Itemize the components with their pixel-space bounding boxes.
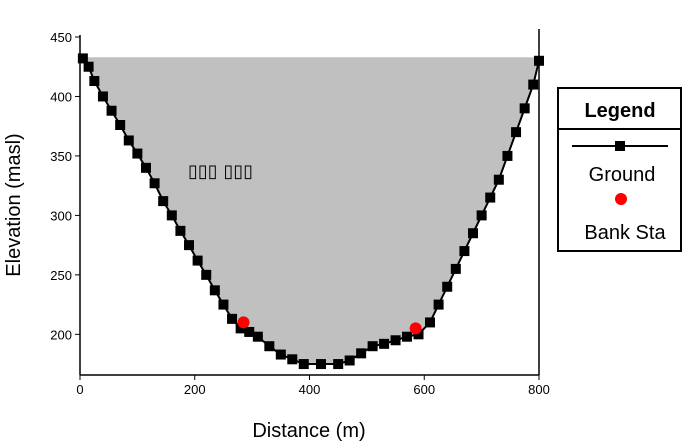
ground-point bbox=[140, 162, 151, 173]
legend: Legend Ground Bank Sta bbox=[557, 87, 682, 252]
ground-point bbox=[511, 127, 522, 138]
y-tick-label: 300 bbox=[50, 208, 72, 223]
bank-station-point bbox=[409, 322, 422, 335]
ground-point bbox=[468, 228, 479, 239]
ground-point bbox=[83, 61, 94, 72]
ground-point bbox=[287, 354, 298, 365]
legend-box bbox=[557, 87, 682, 252]
x-tick-label: 800 bbox=[528, 382, 550, 397]
bank-station-point bbox=[237, 316, 250, 329]
ground-point bbox=[166, 210, 177, 221]
chart-annotation: ▯▯▯ ▯▯▯ bbox=[188, 161, 253, 182]
ground-point bbox=[390, 335, 401, 346]
ground-point bbox=[227, 313, 238, 324]
y-tick-label: 400 bbox=[50, 89, 72, 104]
y-tick-label: 350 bbox=[50, 149, 72, 164]
ground-point bbox=[192, 255, 203, 266]
ground-point bbox=[528, 79, 539, 90]
ground-point bbox=[275, 349, 286, 360]
legend-bank-marker bbox=[615, 193, 627, 205]
ground-point bbox=[149, 178, 160, 189]
axes: 0 200 400 600 800 200 250 300 350 400 450 bbox=[50, 29, 550, 397]
x-tick-label: 400 bbox=[299, 382, 321, 397]
ground-point bbox=[89, 76, 100, 87]
ground-point bbox=[315, 359, 326, 370]
ground-point bbox=[115, 120, 126, 131]
ground-point bbox=[367, 341, 378, 352]
ground-point bbox=[252, 331, 263, 342]
ground-point bbox=[244, 326, 255, 337]
ground-point bbox=[442, 281, 453, 292]
ground-point bbox=[132, 148, 143, 159]
ground-point bbox=[402, 331, 413, 342]
water-fill bbox=[82, 57, 540, 365]
ground-point bbox=[106, 105, 117, 116]
x-tick-label: 200 bbox=[184, 382, 206, 397]
ground-point bbox=[123, 135, 134, 146]
ground-point bbox=[356, 348, 367, 359]
ground-point bbox=[175, 225, 186, 236]
y-axis-title: Elevation (masl) bbox=[3, 133, 25, 276]
ground-point bbox=[235, 323, 246, 334]
x-tick-label: 0 bbox=[76, 382, 83, 397]
plot-area bbox=[77, 53, 544, 370]
y-tick-label: 200 bbox=[50, 327, 72, 342]
ground-point bbox=[502, 150, 513, 161]
y-tick-label: 450 bbox=[50, 30, 72, 45]
ground-point bbox=[433, 299, 444, 310]
ground-point bbox=[519, 103, 530, 114]
legend-title: Legend bbox=[584, 100, 655, 122]
legend-ground-marker bbox=[615, 141, 625, 151]
x-tick-label: 600 bbox=[413, 382, 435, 397]
x-axis-title: Distance (m) bbox=[252, 420, 365, 442]
ground-point bbox=[298, 359, 309, 370]
ground-point bbox=[493, 174, 504, 185]
ground-point bbox=[450, 263, 461, 274]
y-tick-label: 250 bbox=[50, 268, 72, 283]
ground-point bbox=[97, 91, 108, 102]
ground-point bbox=[379, 338, 390, 349]
ground-point bbox=[344, 355, 355, 366]
ground-point bbox=[158, 196, 169, 207]
ground-point bbox=[424, 317, 435, 328]
ground-point bbox=[218, 299, 229, 310]
ground-point bbox=[413, 329, 424, 340]
ground-point bbox=[201, 269, 212, 280]
ground-point bbox=[264, 341, 275, 352]
ground-point bbox=[184, 240, 195, 251]
legend-ground-label: Ground bbox=[589, 164, 656, 186]
ground-point bbox=[333, 359, 344, 370]
ground-point bbox=[209, 285, 220, 296]
ground-point bbox=[485, 192, 496, 203]
ground-point bbox=[459, 246, 470, 257]
legend-bank-label: Bank Sta bbox=[584, 222, 666, 244]
ground-point bbox=[77, 53, 88, 64]
ground-point bbox=[476, 210, 487, 221]
